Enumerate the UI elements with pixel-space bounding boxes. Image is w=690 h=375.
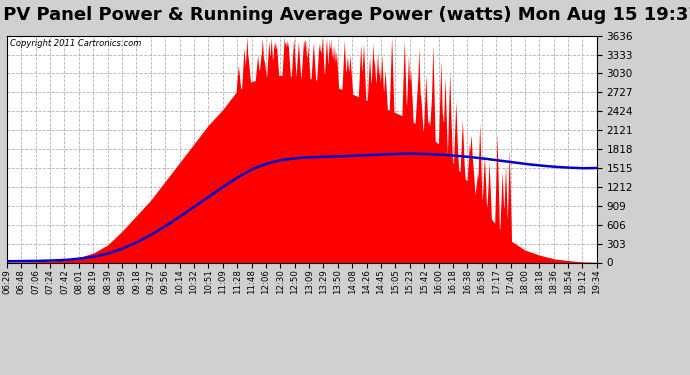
Text: Copyright 2011 Cartronics.com: Copyright 2011 Cartronics.com xyxy=(10,39,141,48)
Text: Total PV Panel Power & Running Average Power (watts) Mon Aug 15 19:37: Total PV Panel Power & Running Average P… xyxy=(0,6,690,24)
